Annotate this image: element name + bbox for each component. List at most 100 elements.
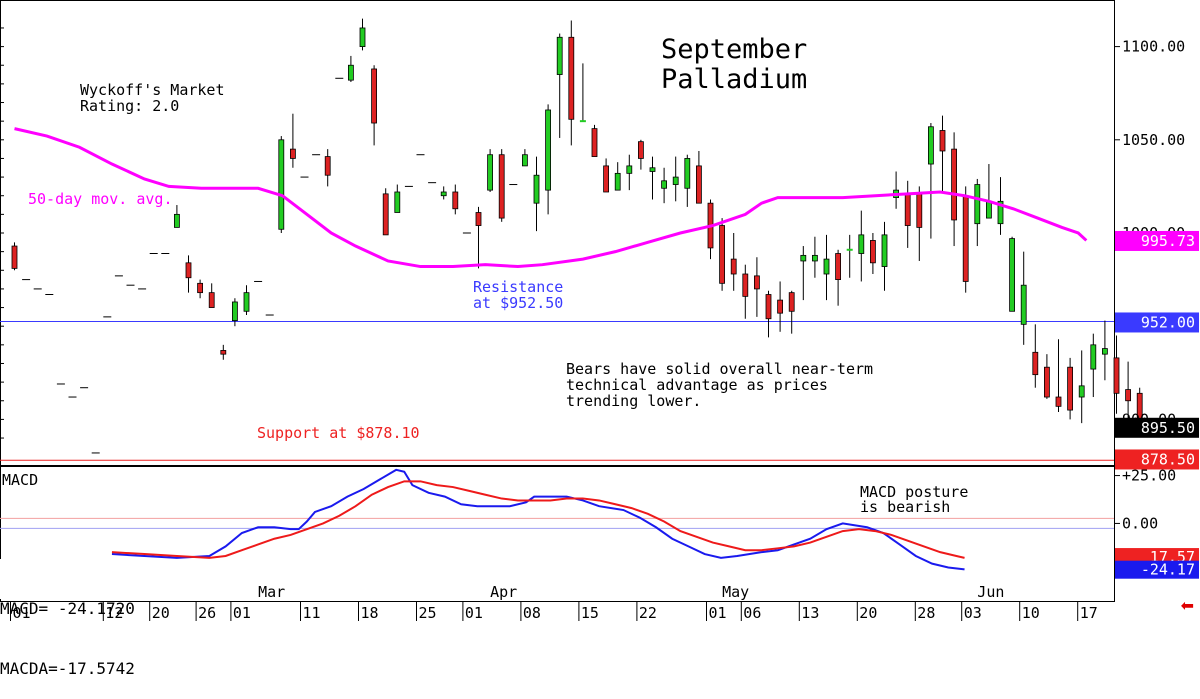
- down-candle: [452, 191, 459, 210]
- macd-readout-label: MACD=: [0, 599, 49, 618]
- market-rating-line-1: Wyckoff's Market: [80, 81, 225, 99]
- up-candle: [487, 154, 494, 191]
- down-candle: [1113, 357, 1120, 394]
- date-tick-label: 01: [13, 604, 31, 621]
- chart-title-line-2: Palladium: [661, 64, 807, 95]
- up-candle: [1009, 238, 1015, 312]
- down-candle: [765, 294, 772, 320]
- macd-panel-title: MACD: [2, 471, 38, 489]
- macd-panel-frame: [0, 466, 1115, 602]
- up-candle: [626, 165, 633, 174]
- up-candle: [661, 180, 667, 189]
- up-candle: [522, 154, 528, 167]
- down-candle: [916, 193, 923, 228]
- up-candle: [231, 301, 238, 322]
- date-tick-label: 28: [917, 604, 935, 621]
- up-candle: [533, 174, 540, 204]
- moving-average-layer: [14, 127, 1088, 269]
- up-candle: [359, 27, 366, 47]
- date-tick-label: 25: [419, 604, 437, 621]
- axis-layer: 1100.001050.001000.00900.00995.73952.008…: [0, 27, 1199, 621]
- up-candle: [614, 172, 621, 191]
- date-tick-label: 15: [581, 604, 599, 621]
- commentary-line-2: technical advantage as prices: [566, 376, 828, 394]
- down-candle: [289, 148, 296, 159]
- month-label: Apr: [490, 583, 517, 601]
- macda-readout-label: MACDA=: [0, 659, 58, 678]
- macda-readout-row: MACDA=-17.5742: [0, 659, 170, 679]
- up-candle: [243, 292, 250, 312]
- down-candle: [11, 245, 18, 269]
- date-tick-label: 12: [105, 604, 123, 621]
- down-candle: [939, 130, 946, 152]
- moving-average-label: 50-day mov. avg.: [28, 190, 173, 208]
- down-candle: [638, 141, 644, 159]
- up-candle: [649, 167, 656, 172]
- date-tick-label: 03: [964, 604, 982, 621]
- date-tick-label: 26: [198, 604, 216, 621]
- up-candle: [684, 158, 691, 189]
- date-tick-label: 01: [709, 604, 727, 621]
- down-candle: [719, 225, 725, 284]
- date-tick-label: 08: [523, 604, 541, 621]
- up-candle: [1090, 344, 1097, 370]
- down-candle: [1032, 351, 1039, 376]
- up-candle: [394, 191, 401, 213]
- up-candle: [347, 64, 354, 81]
- down-candle: [1055, 396, 1062, 407]
- down-candle: [568, 36, 575, 120]
- macd-tag-box: [1115, 560, 1199, 579]
- up-candle: [173, 213, 180, 228]
- date-tick-label: 06: [743, 604, 761, 621]
- price-tag-box: [1115, 417, 1199, 438]
- down-candle: [777, 299, 783, 314]
- up-candle: [1078, 385, 1085, 398]
- date-tick-label: 10: [1022, 604, 1040, 621]
- up-candle: [812, 254, 818, 262]
- macd-line: [111, 468, 965, 571]
- month-label: Mar: [258, 583, 285, 601]
- up-candle: [440, 191, 447, 197]
- down-candle: [324, 156, 331, 176]
- price-tag-label: 895.50: [1141, 419, 1195, 437]
- price-tag-label: 995.73: [1141, 232, 1195, 250]
- up-candle: [278, 139, 285, 230]
- date-tick-label: 20: [859, 604, 877, 621]
- up-candle: [545, 109, 551, 191]
- down-candle: [835, 253, 841, 280]
- up-candle: [1020, 284, 1027, 325]
- price-tag-label: 952.00: [1141, 313, 1195, 331]
- scroll-left-arrow-icon[interactable]: ⬅: [1180, 596, 1194, 615]
- macd-comment-line-1: MACD posture: [860, 483, 968, 501]
- up-candle: [672, 176, 679, 185]
- up-candle: [986, 200, 992, 219]
- date-tick-label: 11: [303, 604, 321, 621]
- chart-title-line-1: September: [661, 34, 807, 65]
- down-candle: [208, 292, 215, 308]
- macd-tag-label: -24.17: [1141, 561, 1195, 579]
- macd-readout-value: -24.1720: [57, 599, 135, 618]
- date-tick-label: 22: [639, 604, 657, 621]
- macd-axis-label: +25.00: [1122, 467, 1176, 485]
- macd-axis-label: 0.00: [1122, 514, 1158, 532]
- macd-layer: [0, 468, 1114, 571]
- up-candle: [823, 258, 830, 275]
- date-tick-label: 18: [361, 604, 379, 621]
- down-candle: [730, 258, 737, 275]
- up-candle: [974, 184, 981, 225]
- down-candle: [382, 193, 389, 236]
- macd-comment-line-2: is bearish: [860, 498, 950, 516]
- macd-readout: MACD= -24.1720 MACDA=-17.5742: [0, 559, 170, 678]
- down-candle: [754, 275, 760, 290]
- date-tick-label: 20: [152, 604, 170, 621]
- date-tick-label: 01: [233, 604, 251, 621]
- down-candle: [962, 195, 969, 282]
- date-tick-label: 17: [1080, 604, 1098, 621]
- down-candle: [603, 165, 609, 193]
- price-layer: [0, 18, 1143, 461]
- moving-average-line: [14, 127, 1088, 269]
- down-candle: [951, 148, 957, 221]
- macd-readout-row: MACD= -24.1720: [0, 599, 170, 619]
- price-tag-box: [1115, 312, 1199, 333]
- down-candle: [1067, 366, 1073, 411]
